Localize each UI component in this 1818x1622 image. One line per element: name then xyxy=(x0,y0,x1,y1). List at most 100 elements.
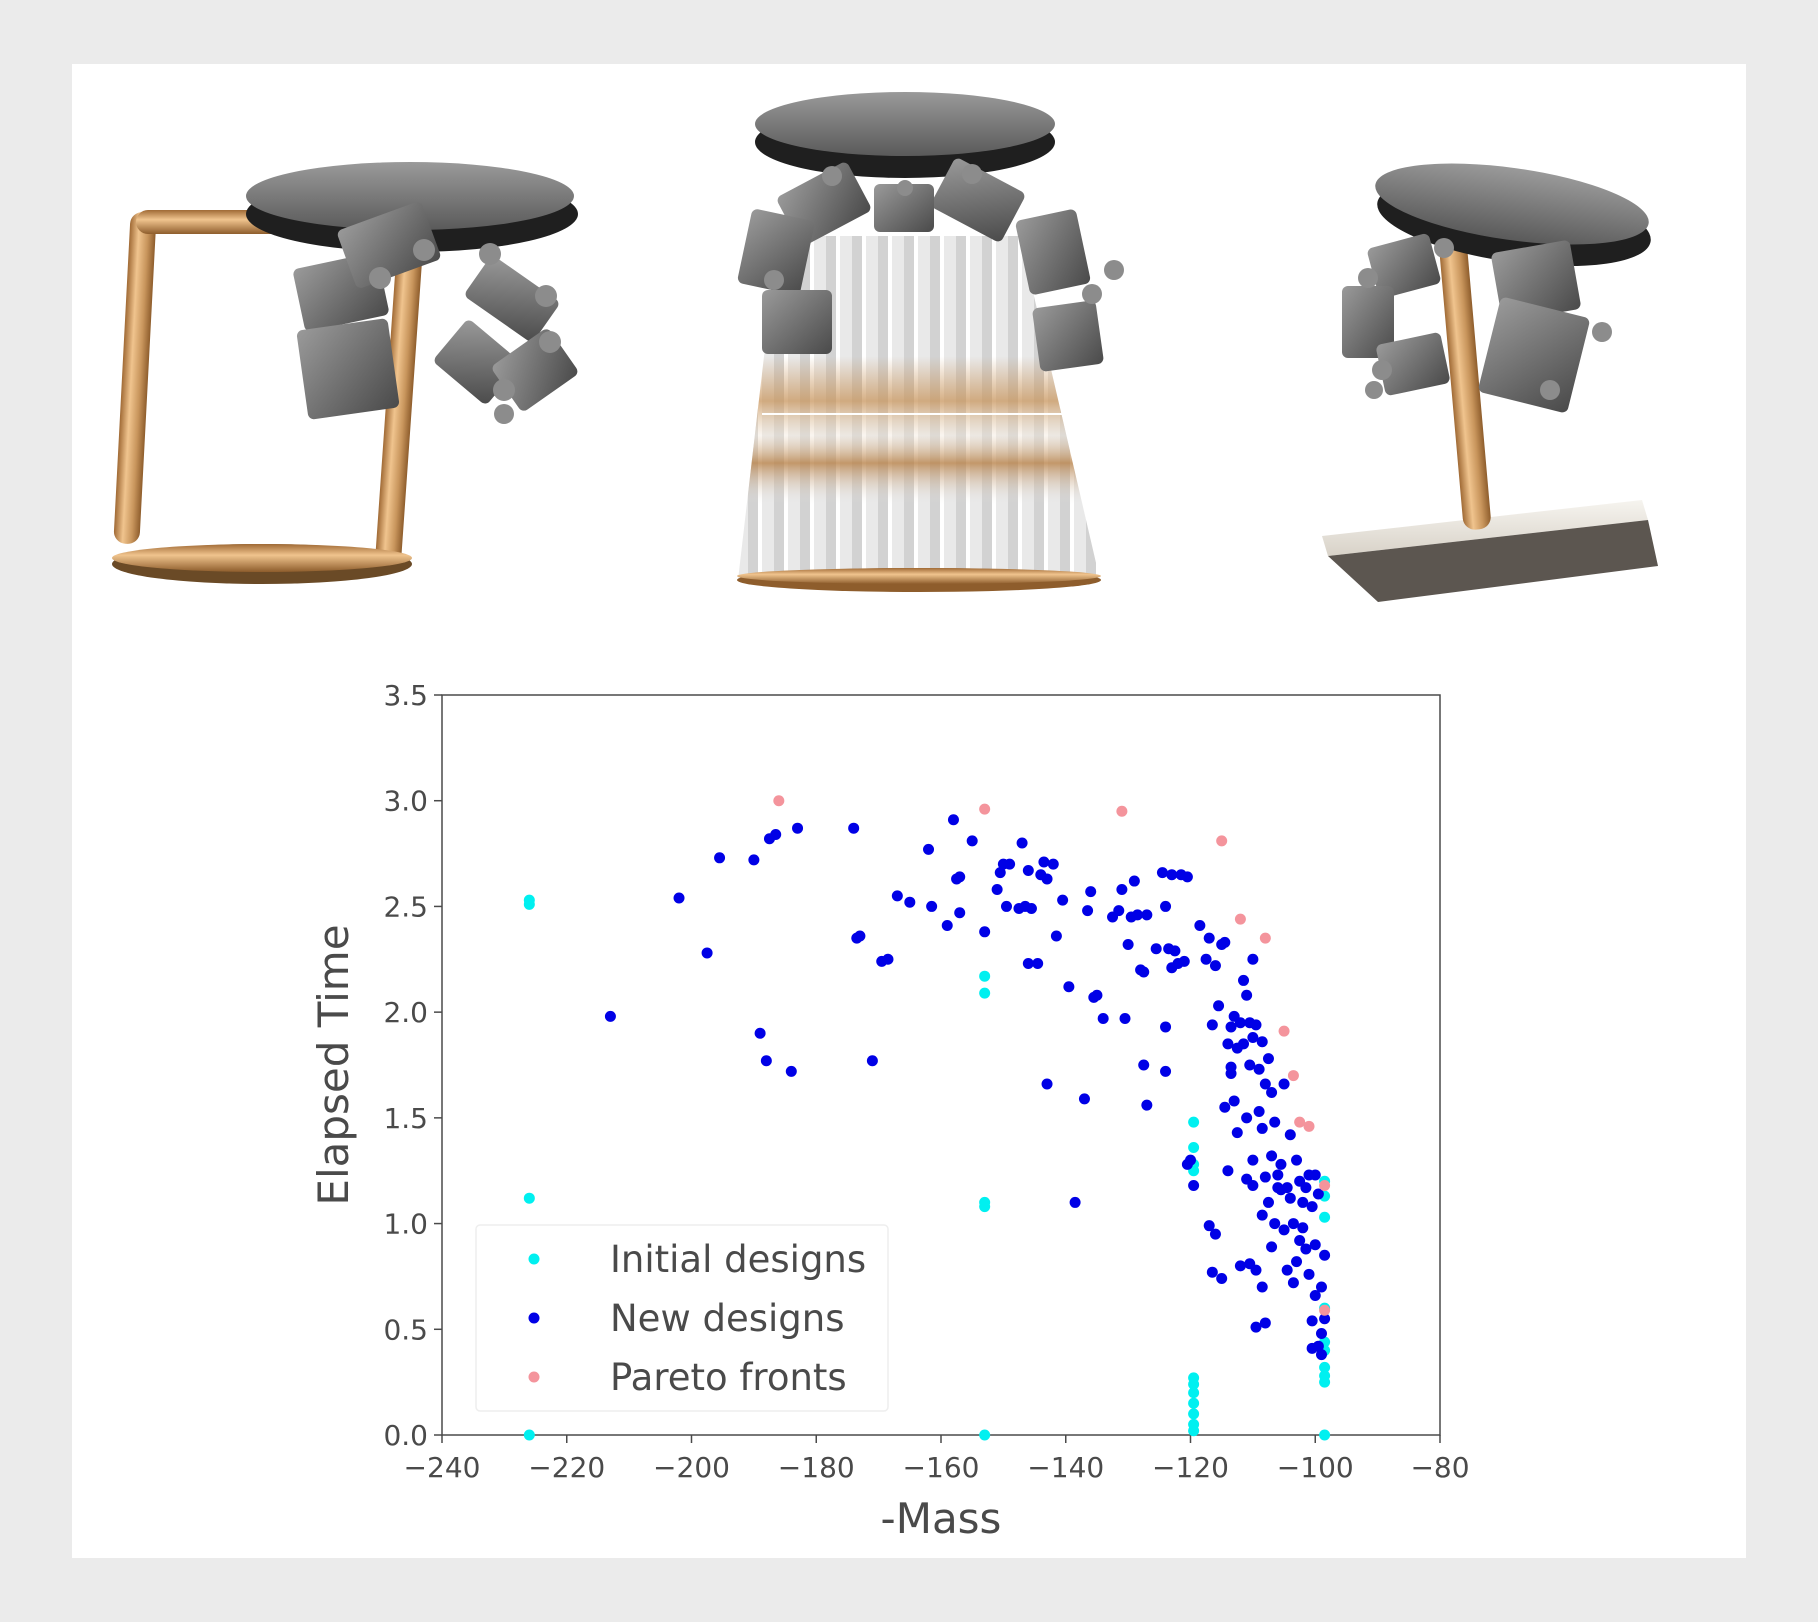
point-initial-designs xyxy=(1319,1361,1331,1373)
point-pareto-fronts xyxy=(1294,1116,1306,1128)
point-new-designs xyxy=(994,867,1006,879)
point-new-designs xyxy=(1082,905,1094,917)
legend: Initial designs New designs Pareto fronts xyxy=(475,1224,889,1412)
point-new-designs xyxy=(1247,1180,1259,1192)
point-new-designs xyxy=(1228,1095,1240,1107)
point-initial-designs xyxy=(1188,1378,1200,1390)
point-new-designs xyxy=(1266,1241,1278,1253)
point-new-designs xyxy=(604,1010,616,1022)
point-initial-designs xyxy=(1188,1387,1200,1399)
point-pareto-fronts xyxy=(1287,1070,1299,1082)
robot-rectangular-frame xyxy=(112,162,578,584)
point-new-designs xyxy=(1250,1264,1262,1276)
point-new-designs xyxy=(923,843,935,855)
point-new-designs xyxy=(1284,1129,1296,1141)
point-new-designs xyxy=(991,884,1003,896)
x-tick-label: −80 xyxy=(1410,1451,1469,1484)
actuator-block xyxy=(1032,300,1104,372)
point-new-designs xyxy=(941,919,953,931)
point-new-designs xyxy=(1275,1158,1287,1170)
frame-right-leg xyxy=(375,236,423,572)
point-new-designs xyxy=(1160,1065,1172,1077)
actuator-block xyxy=(1367,233,1441,299)
point-new-designs xyxy=(1234,1017,1246,1029)
point-initial-designs xyxy=(1319,1376,1331,1388)
joint-knob xyxy=(1104,260,1124,280)
x-tick-label: −140 xyxy=(1027,1451,1104,1484)
y-tick-label: 0.5 xyxy=(383,1313,428,1346)
legend-marker xyxy=(528,1371,540,1383)
x-axis: −240 −220 −200 −180 −160 −140 −120 −100 −80 xyxy=(404,1435,1470,1484)
point-new-designs xyxy=(1091,989,1103,1001)
joint-knob xyxy=(493,379,515,401)
point-new-designs xyxy=(1231,1127,1243,1139)
point-new-designs xyxy=(1291,1256,1303,1268)
point-new-designs xyxy=(1206,1019,1218,1031)
point-new-designs xyxy=(1256,1281,1268,1293)
point-new-designs xyxy=(1300,1182,1312,1194)
y-axis: 0.0 0.5 1.0 1.5 2.0 2.5 3.0 3.5 xyxy=(383,679,442,1452)
point-new-designs xyxy=(1306,1201,1318,1213)
actuator-block xyxy=(465,256,559,342)
point-new-designs xyxy=(1250,1019,1262,1031)
point-new-designs xyxy=(1259,1171,1271,1183)
point-new-designs xyxy=(1297,1196,1309,1208)
x-tick-label: −160 xyxy=(903,1451,980,1484)
point-new-designs xyxy=(748,854,760,866)
y-tick-label: 2.0 xyxy=(383,996,428,1029)
point-new-designs xyxy=(1269,1218,1281,1230)
joint-knob xyxy=(764,270,784,290)
point-new-designs xyxy=(1203,932,1215,944)
point-new-designs xyxy=(966,835,978,847)
joint-knob xyxy=(822,166,842,186)
point-new-designs xyxy=(891,890,903,902)
point-new-designs xyxy=(1156,867,1168,879)
point-new-designs xyxy=(1181,871,1193,883)
point-new-designs xyxy=(1262,1053,1274,1065)
legend-marker xyxy=(528,1312,540,1324)
point-new-designs xyxy=(1278,1224,1290,1236)
point-new-designs xyxy=(947,814,959,826)
point-new-designs xyxy=(1097,1012,1109,1024)
point-new-designs xyxy=(1078,1093,1090,1105)
point-new-designs xyxy=(1284,1192,1296,1204)
point-initial-designs xyxy=(1188,1425,1200,1437)
joint-knob xyxy=(1372,360,1392,380)
point-new-designs xyxy=(1238,1038,1250,1050)
point-new-designs xyxy=(866,1055,878,1067)
point-new-designs xyxy=(701,947,713,959)
y-tick-label: 3.0 xyxy=(383,785,428,818)
point-new-designs xyxy=(1085,886,1097,898)
actuator-block xyxy=(737,209,815,295)
joint-knob xyxy=(479,243,501,265)
point-new-designs xyxy=(1303,1268,1315,1280)
actuator-block xyxy=(1015,209,1091,295)
joint-knob xyxy=(962,164,982,184)
data-points xyxy=(523,795,1331,1441)
point-new-designs xyxy=(760,1055,772,1067)
point-new-designs xyxy=(1166,869,1178,881)
point-new-designs xyxy=(1281,1182,1293,1194)
x-tick-label: −180 xyxy=(778,1451,855,1484)
point-new-designs xyxy=(1225,1021,1237,1033)
point-new-designs xyxy=(1141,909,1153,921)
point-new-designs xyxy=(1297,1222,1309,1234)
joint-knob xyxy=(1358,268,1378,288)
point-pareto-fronts xyxy=(773,795,785,807)
point-new-designs xyxy=(1150,943,1162,955)
x-tick-label: −240 xyxy=(404,1451,481,1484)
point-initial-designs xyxy=(979,1201,991,1213)
legend-marker xyxy=(528,1253,540,1265)
legend-box xyxy=(475,1224,889,1412)
point-new-designs xyxy=(1319,1249,1331,1261)
y-tick-label: 3.5 xyxy=(383,679,428,712)
point-pareto-fronts xyxy=(979,803,991,815)
point-initial-designs xyxy=(523,1192,535,1204)
point-new-designs xyxy=(1253,1106,1265,1118)
point-new-designs xyxy=(926,900,938,912)
point-new-designs xyxy=(1287,1218,1299,1230)
joint-knob xyxy=(1592,322,1612,342)
point-new-designs xyxy=(1238,974,1250,986)
point-initial-designs xyxy=(523,898,535,910)
point-new-designs xyxy=(882,953,894,965)
